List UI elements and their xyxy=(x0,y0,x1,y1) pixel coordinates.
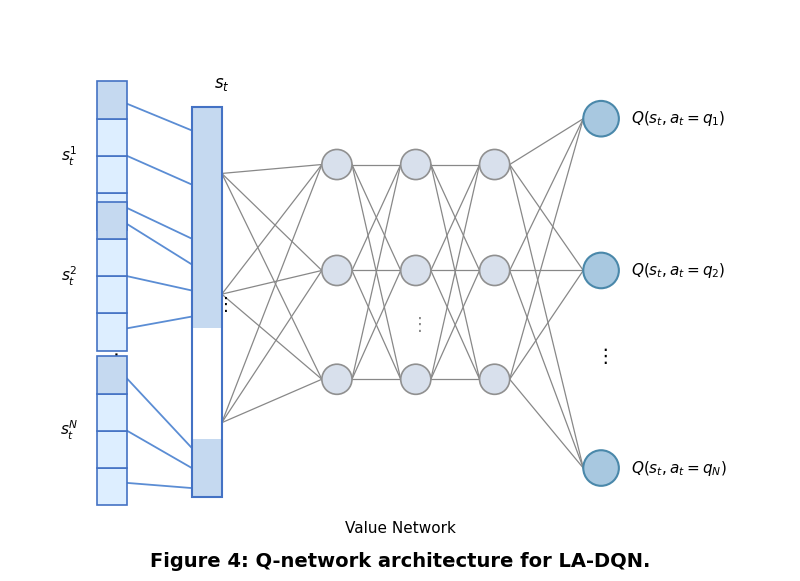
Circle shape xyxy=(583,450,619,486)
Bar xyxy=(98,431,127,468)
Text: $Q(s_t, a_t = q_1)$: $Q(s_t, a_t = q_1)$ xyxy=(630,109,726,128)
Bar xyxy=(98,276,127,313)
Text: $Q(s_t, a_t = q_N)$: $Q(s_t, a_t = q_N)$ xyxy=(630,458,726,478)
Bar xyxy=(98,193,127,231)
Bar xyxy=(98,313,127,350)
Text: Value Network: Value Network xyxy=(345,521,455,536)
Circle shape xyxy=(322,149,352,180)
Bar xyxy=(98,239,127,276)
Circle shape xyxy=(322,256,352,285)
Bar xyxy=(192,107,222,262)
Circle shape xyxy=(479,364,510,394)
Bar xyxy=(98,119,127,156)
Bar xyxy=(98,156,127,193)
Text: $Q(s_t, a_t = q_2)$: $Q(s_t, a_t = q_2)$ xyxy=(630,261,726,280)
Circle shape xyxy=(401,149,431,180)
Circle shape xyxy=(583,101,619,137)
Bar xyxy=(98,468,127,505)
Bar xyxy=(192,439,222,497)
Text: $\vdots$: $\vdots$ xyxy=(106,337,119,358)
Circle shape xyxy=(401,256,431,285)
Bar xyxy=(98,356,127,393)
Text: $s_t^2$: $s_t^2$ xyxy=(61,264,77,288)
Text: $s_t$: $s_t$ xyxy=(214,76,230,93)
Bar xyxy=(192,107,222,497)
Circle shape xyxy=(479,256,510,285)
Text: $\vdots$: $\vdots$ xyxy=(594,346,607,367)
Text: $s_t^N$: $s_t^N$ xyxy=(60,419,78,442)
Text: $\vdots$: $\vdots$ xyxy=(216,295,228,314)
Circle shape xyxy=(322,364,352,394)
Circle shape xyxy=(583,253,619,288)
Text: Figure 4: Q-network architecture for LA-DQN.: Figure 4: Q-network architecture for LA-… xyxy=(150,552,650,571)
Bar xyxy=(192,253,222,328)
Bar xyxy=(98,202,127,239)
Bar xyxy=(98,393,127,431)
Bar xyxy=(98,81,127,119)
Text: $s_t^1$: $s_t^1$ xyxy=(61,144,77,167)
Text: $\vdots$: $\vdots$ xyxy=(410,315,422,334)
Circle shape xyxy=(401,364,431,394)
Bar xyxy=(192,107,222,497)
Circle shape xyxy=(479,149,510,180)
